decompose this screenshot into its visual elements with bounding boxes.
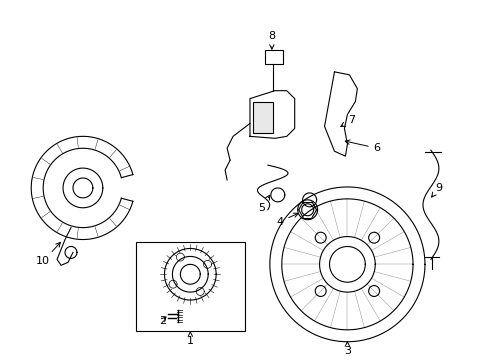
Text: 1: 1 (186, 332, 193, 346)
Text: 4: 4 (276, 213, 298, 227)
Text: 6: 6 (345, 140, 380, 153)
Text: 9: 9 (431, 183, 442, 197)
Text: 7: 7 (340, 116, 354, 126)
Text: 5: 5 (258, 195, 269, 213)
Bar (252, 102, 272, 133)
Text: 10: 10 (36, 242, 61, 266)
Text: 2: 2 (159, 316, 166, 326)
Bar (135, 242, 244, 331)
Text: 8: 8 (268, 31, 275, 49)
Bar (264, 50, 282, 64)
Text: 3: 3 (343, 342, 350, 356)
